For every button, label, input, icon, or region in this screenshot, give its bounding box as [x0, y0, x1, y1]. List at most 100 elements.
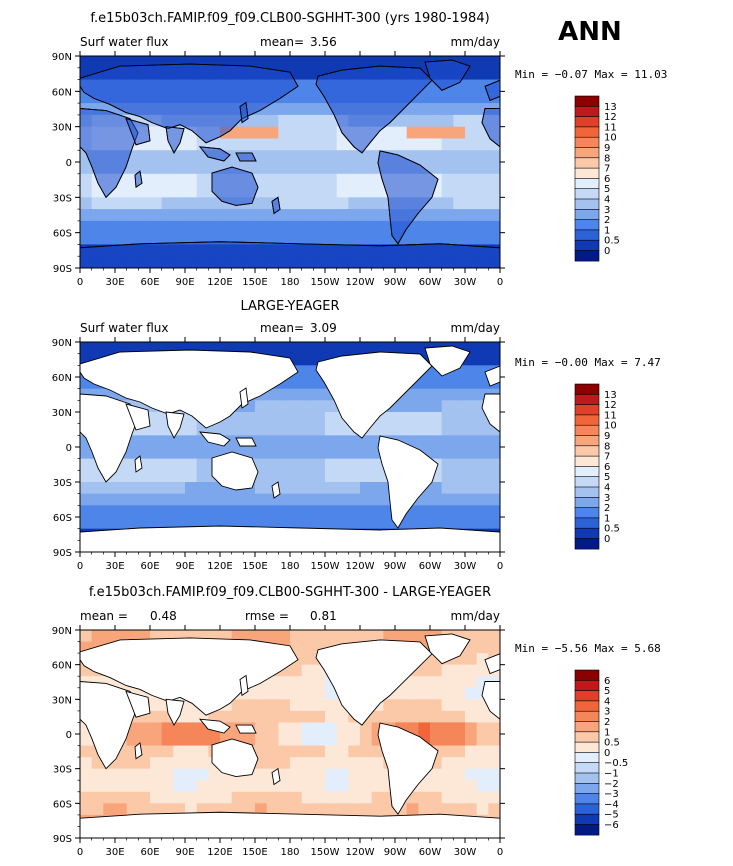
colorbar-label: 0 [604, 748, 610, 759]
field-cell [243, 517, 256, 530]
field-cell [453, 664, 466, 677]
x-tick-label: 30E [105, 847, 124, 858]
field-cell [301, 745, 314, 758]
field-cell [196, 458, 209, 471]
x-tick-label: 30W [454, 561, 477, 572]
y-tick-label: 30S [53, 478, 72, 489]
field-cell [80, 209, 93, 222]
y-tick-label: 90S [53, 264, 72, 275]
field-cell [173, 447, 186, 460]
field-cell [196, 791, 209, 804]
field-cell [115, 505, 128, 518]
field-cell [336, 780, 349, 793]
field-cell [255, 768, 268, 781]
field-cell [371, 768, 384, 781]
field-cell [336, 162, 349, 175]
field-cell [150, 722, 163, 735]
field-cell [290, 470, 303, 483]
field-cell [488, 470, 500, 483]
field-cell [336, 517, 349, 530]
field-cell [325, 768, 338, 781]
field-cell [465, 232, 478, 246]
field-cell [173, 458, 186, 471]
field-cell [301, 185, 314, 198]
field-cell [278, 185, 291, 198]
field-cell [441, 114, 454, 128]
colorbar-box [574, 813, 600, 826]
field-cell [115, 470, 128, 483]
field-cell [488, 353, 500, 366]
field-cell [406, 103, 419, 116]
field-cell [488, 722, 500, 735]
field-cell [290, 780, 303, 793]
field-cell [476, 342, 489, 355]
field-cell [301, 780, 314, 793]
field-cell [430, 377, 443, 390]
field-cell [255, 734, 268, 747]
field-cell [115, 232, 128, 246]
field-cell [488, 162, 500, 175]
field-cell [103, 232, 116, 246]
field-cell [465, 791, 478, 804]
units-label: mm/day [451, 35, 501, 49]
field-cell [360, 757, 373, 770]
colorbar-box [574, 116, 600, 128]
field-cell [173, 185, 186, 198]
field-cell [161, 435, 174, 448]
field-cell [430, 447, 443, 460]
field-cell [441, 232, 454, 246]
field-cell [173, 745, 186, 758]
field-cell [430, 114, 443, 128]
colorbar-box [574, 731, 600, 743]
field-cell [231, 699, 244, 712]
field-cell [161, 458, 174, 471]
field-cell [441, 734, 454, 747]
field-cell [476, 482, 489, 495]
field-cell [441, 220, 454, 234]
field-cell [325, 232, 338, 246]
field-cell [430, 150, 443, 163]
field-cell [208, 482, 221, 495]
field-cell [325, 209, 338, 222]
field-cell [138, 482, 151, 495]
field-cell [325, 185, 338, 198]
colorbar-label: 0 [604, 246, 610, 257]
x-tick-label: 180 [280, 277, 299, 288]
field-cell [360, 470, 373, 483]
field-cell [406, 150, 419, 163]
field-cell [185, 734, 198, 747]
field-cell [266, 458, 279, 471]
field-cell [418, 423, 431, 436]
colorbar-label: 3 [604, 707, 610, 718]
field-cell [138, 734, 151, 747]
field-cell [301, 114, 314, 128]
field-cell [301, 232, 314, 246]
field-cell [301, 150, 314, 163]
field-cell [453, 126, 466, 140]
field-cell [220, 493, 233, 506]
field-cell [161, 150, 174, 163]
field-cell [161, 482, 174, 495]
field-cell [150, 162, 163, 175]
field-cell [406, 676, 419, 689]
field-cell [196, 493, 209, 506]
field-cell [453, 470, 466, 483]
field-cell [290, 710, 303, 724]
field-cell [430, 803, 443, 816]
field-cell [185, 162, 198, 175]
field-cell [91, 493, 104, 506]
field-cell [185, 209, 198, 222]
field-cell [476, 505, 489, 518]
field-cell [465, 734, 478, 747]
field-cell [395, 114, 408, 128]
field-cell [476, 185, 489, 198]
field-cell [173, 734, 186, 747]
field-cell [173, 232, 186, 246]
field-cell [278, 447, 291, 460]
field-cell [465, 710, 478, 724]
field-cell [231, 138, 244, 151]
x-tick-label: 30W [454, 277, 477, 288]
x-tick-label: 180 [280, 561, 299, 572]
field-cell [301, 353, 314, 366]
field-cell [406, 400, 419, 413]
